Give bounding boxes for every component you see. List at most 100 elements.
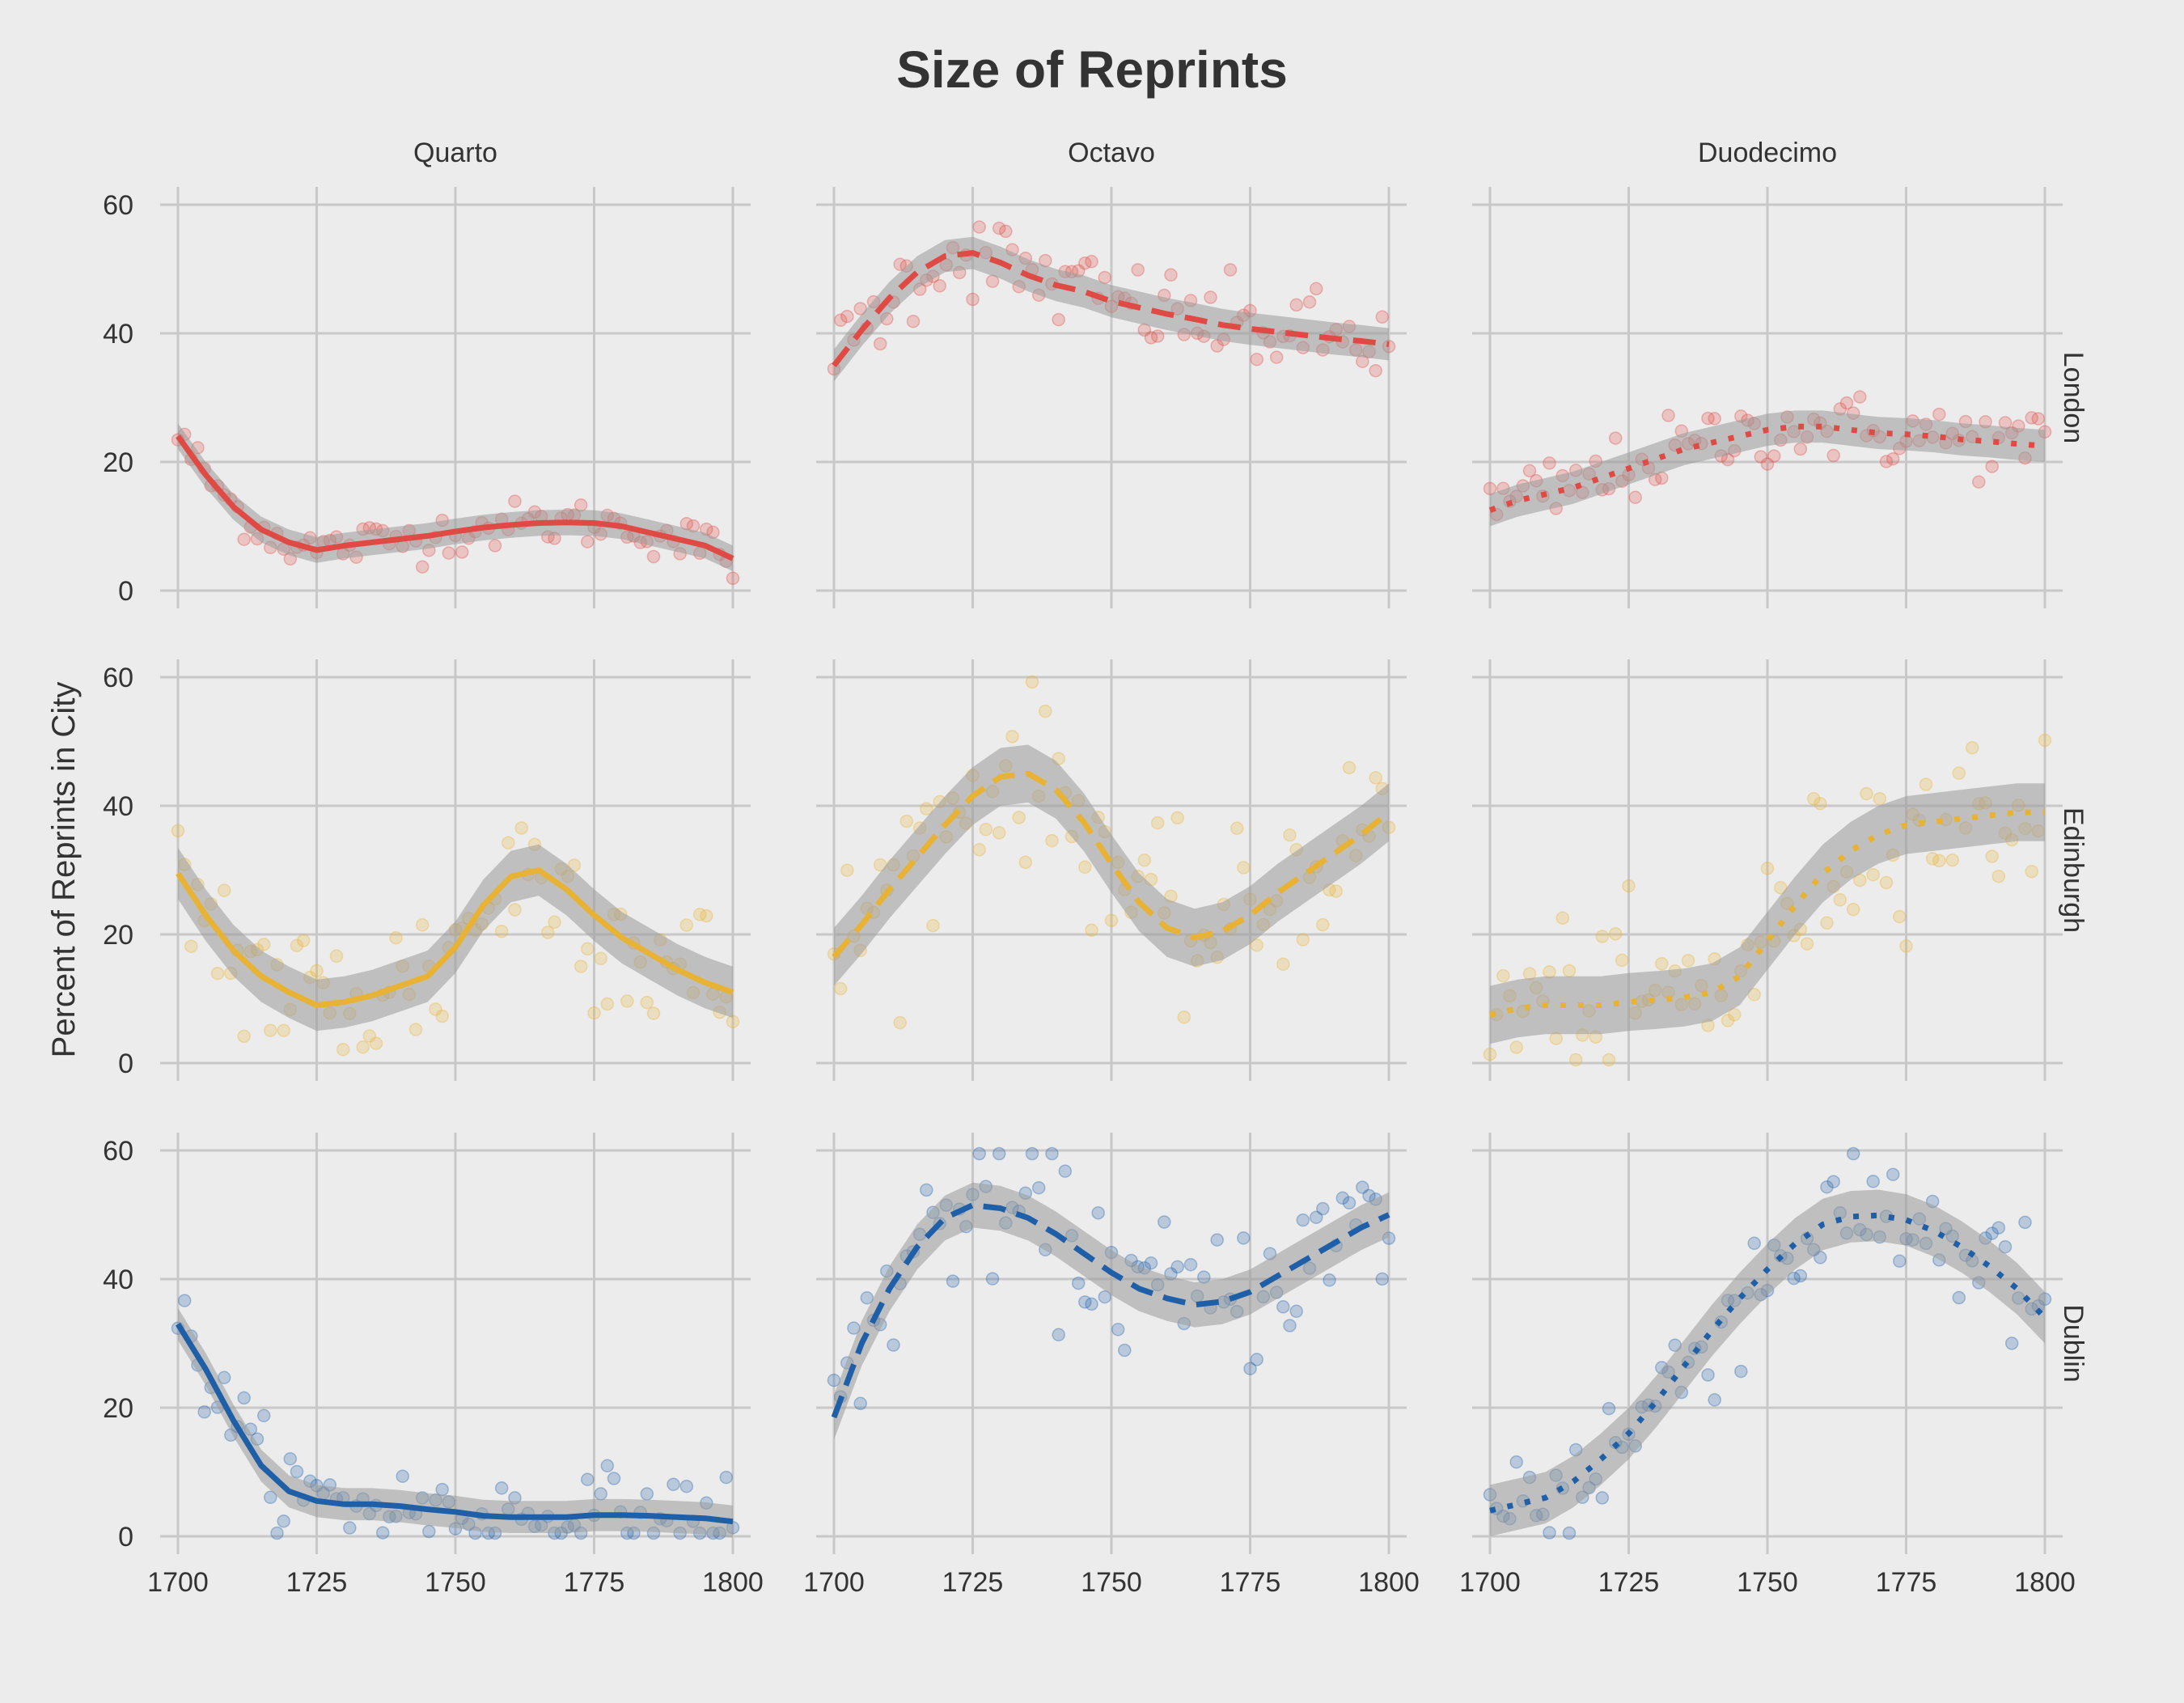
- smooth-line: [1489, 1212, 2047, 1514]
- scatter-point: [502, 836, 515, 849]
- scatter-point: [1800, 937, 1814, 951]
- scatter-point: [1375, 310, 1390, 324]
- panel-london-duodecimo: Duodecimo London: [1472, 138, 2089, 608]
- scatter-point: [581, 535, 595, 549]
- scatter-point: [508, 494, 522, 508]
- scatter-point: [1522, 464, 1537, 478]
- confidence-ribbon: [834, 236, 1389, 382]
- scatter-point: [1144, 1256, 1158, 1270]
- scatter-point: [1177, 1010, 1191, 1024]
- scatter-point: [362, 1029, 377, 1043]
- scatter-point: [581, 942, 595, 956]
- scatter-point: [1283, 828, 1297, 842]
- scatter-point: [1496, 968, 1510, 983]
- scatter-point: [1052, 312, 1065, 327]
- x-tick-label: 1800: [702, 1567, 764, 1598]
- scatter-point: [1787, 1271, 1801, 1286]
- smooth-line: [176, 867, 734, 1008]
- scatter-point: [920, 802, 933, 815]
- scatter-point: [1661, 409, 1675, 422]
- scatter-point: [1952, 766, 1966, 780]
- panel-edinburgh-duodecimo: Edinburgh: [1472, 659, 2089, 1081]
- scatter-point: [1243, 1362, 1257, 1375]
- scatter-point: [640, 1487, 654, 1501]
- scatter-point: [2018, 1215, 2032, 1230]
- x-tick-label: 1725: [1598, 1567, 1660, 1598]
- scatter-point: [1873, 791, 1887, 806]
- scatter-point: [264, 1023, 277, 1037]
- scatter-point: [1375, 1272, 1390, 1286]
- scatter-point: [256, 938, 271, 951]
- facet-column-label: Duodecimo: [1698, 138, 1837, 168]
- scatter-point: [1608, 431, 1623, 445]
- scatter-point: [1369, 363, 1382, 378]
- scatter-point: [375, 1526, 390, 1540]
- confidence-ribbon: [1490, 783, 2045, 1044]
- scatter-point: [1543, 1526, 1556, 1540]
- scatter-point: [1078, 1295, 1092, 1309]
- x-tick-label: 1775: [564, 1567, 625, 1598]
- scatter-point: [2025, 411, 2038, 425]
- scatter-point: [1170, 1260, 1184, 1274]
- scatter-point: [1879, 455, 1894, 468]
- scatter-point: [1091, 1205, 1105, 1220]
- scatter-point: [442, 546, 456, 560]
- scatter-point: [1549, 1032, 1563, 1045]
- scatter-point: [389, 930, 403, 945]
- scatter-point: [277, 1514, 290, 1528]
- scatter-point: [488, 539, 502, 553]
- scatter-point: [310, 964, 324, 978]
- scatter-point: [992, 221, 1006, 235]
- scatter-point: [237, 1029, 251, 1044]
- scatter-point: [1595, 1491, 1610, 1505]
- scatter-point: [1150, 329, 1165, 343]
- scatter-point: [667, 1477, 680, 1492]
- scatter-point: [1932, 854, 1946, 868]
- scatter-point: [1555, 911, 1570, 925]
- scatter-point: [1316, 917, 1330, 932]
- scatter-point: [1329, 884, 1343, 898]
- smooth-line: [1488, 423, 2046, 513]
- scatter-point: [396, 1469, 409, 1483]
- scatter-point: [992, 826, 1006, 840]
- scatter-point: [1622, 879, 1636, 893]
- scatter-point: [1919, 777, 1933, 791]
- scatter-point: [1204, 290, 1217, 304]
- scatter-point: [343, 1521, 357, 1535]
- scatter-point: [356, 1040, 370, 1054]
- scatter-point: [1018, 855, 1033, 870]
- scatter-point: [1012, 811, 1026, 824]
- smooth-line: [1489, 809, 2045, 1018]
- smooth-line: [176, 1322, 734, 1525]
- scatter-point: [1615, 953, 1629, 968]
- scatter-point: [893, 1015, 907, 1030]
- facet-panels: 0 20 40 60 Quarto Octavo Duodecimo London 0 20 40 6…: [103, 138, 2089, 1598]
- scatter-point: [640, 995, 654, 1010]
- scatter-point: [719, 1470, 734, 1485]
- scatter-point: [1899, 939, 1913, 953]
- y-tick-label: 20: [103, 447, 133, 478]
- scatter-point: [1276, 957, 1290, 972]
- scatter-point: [1250, 1353, 1263, 1366]
- y-tick-label: 40: [103, 1265, 133, 1295]
- scatter-point: [514, 821, 528, 835]
- scatter-point: [2038, 733, 2052, 748]
- scatter-point: [1183, 1257, 1198, 1272]
- scatter-point: [574, 498, 588, 512]
- scatter-point: [692, 908, 707, 921]
- scatter-point: [1701, 411, 1715, 426]
- scatter-point: [1164, 268, 1178, 282]
- scatter-point: [1727, 1007, 1742, 1022]
- x-tick-label: 1700: [803, 1567, 865, 1598]
- scatter-point: [840, 309, 854, 324]
- scatter-point: [256, 1409, 271, 1423]
- scatter-point: [1085, 1297, 1098, 1311]
- smooth-line: [176, 434, 734, 561]
- scatter-point: [184, 939, 198, 953]
- smooth-line: [832, 770, 1391, 960]
- scatter-point: [455, 545, 469, 559]
- scatter-point: [1289, 298, 1303, 312]
- scatter-point: [972, 220, 986, 234]
- scatter-point: [1972, 475, 1986, 489]
